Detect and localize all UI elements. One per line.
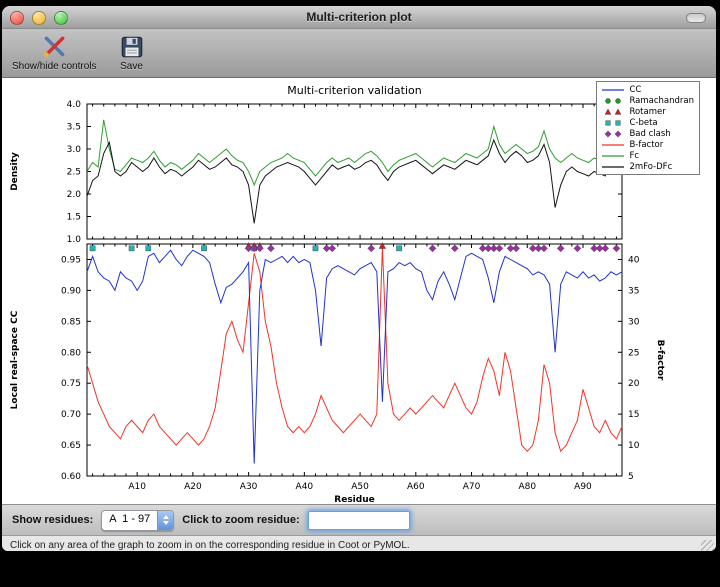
triangle-legend-icon: [605, 108, 622, 115]
svg-text:10: 10: [628, 441, 640, 451]
legend-label: Fc: [629, 150, 639, 161]
svg-text:3.0: 3.0: [67, 145, 82, 155]
minimize-button[interactable]: [32, 11, 46, 25]
diamond-legend-icon: [605, 130, 622, 137]
svg-text:0.75: 0.75: [61, 379, 81, 389]
svg-text:2.0: 2.0: [67, 190, 82, 200]
window: Multi-criterion plot Show/hide controls …: [2, 6, 716, 551]
svg-text:25: 25: [628, 348, 639, 358]
controls-bar: Show residues: A 1 - 97 Click to zoom re…: [2, 504, 716, 535]
legend-label: Bad clash: [629, 128, 671, 139]
svg-text:0.60: 0.60: [61, 472, 81, 482]
svg-text:4.0: 4.0: [67, 100, 82, 110]
svg-text:0.90: 0.90: [61, 286, 81, 296]
svg-text:A60: A60: [407, 482, 425, 492]
svg-text:15: 15: [628, 410, 639, 420]
traffic-lights: [10, 11, 76, 25]
svg-text:Multi-criterion validation: Multi-criterion validation: [287, 84, 422, 97]
toolbar: Show/hide controls Save: [2, 29, 716, 78]
stepper-arrows-icon: [157, 510, 174, 530]
legend-entry: Bad clash: [601, 128, 694, 139]
legend-label: Rotamer: [629, 106, 666, 117]
svg-text:2.5: 2.5: [67, 168, 81, 178]
square-legend-icon: [605, 119, 621, 126]
svg-text:B-factor: B-factor: [655, 340, 665, 381]
legend-entry: Rotamer: [601, 106, 694, 117]
legend-label: C-beta: [629, 117, 658, 128]
legend-entry: 2mFo-DFc: [601, 161, 694, 172]
line-legend-icon: [602, 88, 625, 91]
svg-text:5: 5: [628, 472, 634, 482]
tools-icon: [44, 36, 65, 57]
show-residues-label: Show residues:: [12, 514, 94, 526]
svg-text:Residue: Residue: [334, 495, 374, 504]
svg-text:Density: Density: [10, 152, 20, 191]
svg-text:A40: A40: [296, 482, 314, 492]
legend-entry: Ramachandran: [601, 95, 694, 106]
legend-entry: B-factor: [601, 139, 694, 150]
legend-entry: C-beta: [601, 117, 694, 128]
line-legend-icon: [602, 143, 625, 146]
legend-label: Ramachandran: [629, 95, 694, 106]
legend: CC Ramachandran Rotamer C-beta Bad clash B-fa…: [596, 81, 700, 175]
validation-plot[interactable]: Multi-criterion validation 1.0 1.5 2.0 2.5 3.…: [2, 78, 716, 504]
legend-label: B-factor: [629, 139, 664, 150]
svg-text:3.5: 3.5: [67, 123, 81, 133]
svg-text:0.70: 0.70: [61, 410, 81, 420]
legend-entry: Fc: [601, 150, 694, 161]
plot-area[interactable]: Multi-criterion validation 1.0 1.5 2.0 2.5 3.…: [2, 78, 716, 504]
zoom-residue-input[interactable]: [307, 510, 410, 530]
toolbar-toggle-button[interactable]: [686, 13, 706, 23]
svg-text:20: 20: [628, 379, 640, 389]
legend-label: CC: [629, 84, 642, 95]
svg-text:Local real-space CC: Local real-space CC: [10, 310, 20, 409]
circle-legend-icon: [605, 97, 622, 104]
svg-text:A20: A20: [184, 482, 202, 492]
svg-text:0.85: 0.85: [61, 317, 81, 327]
show-hide-controls-button[interactable]: Show/hide controls: [12, 34, 97, 72]
svg-text:0.95: 0.95: [61, 255, 81, 265]
status-text: Click on any area of the graph to zoom i…: [10, 540, 410, 551]
svg-text:A50: A50: [351, 482, 369, 492]
legend-label: 2mFo-DFc: [629, 161, 673, 172]
close-button[interactable]: [10, 11, 24, 25]
save-button[interactable]: Save: [119, 34, 145, 72]
titlebar[interactable]: Multi-criterion plot: [2, 6, 716, 29]
show-hide-controls-label: Show/hide controls: [12, 61, 97, 72]
svg-text:40: 40: [628, 255, 640, 265]
svg-text:A90: A90: [574, 482, 592, 492]
svg-text:30: 30: [628, 317, 640, 327]
line-legend-icon: [602, 165, 625, 168]
residue-range-value: A 1 - 97: [109, 512, 151, 525]
svg-text:1.5: 1.5: [67, 213, 81, 223]
resize-grip[interactable]: [701, 540, 714, 551]
svg-text:35: 35: [628, 286, 639, 296]
window-title: Multi-criterion plot: [306, 10, 412, 24]
svg-text:A10: A10: [128, 482, 146, 492]
zoom-window-button[interactable]: [54, 11, 68, 25]
svg-text:A80: A80: [518, 482, 536, 492]
save-icon: [121, 36, 142, 58]
svg-text:0.65: 0.65: [61, 441, 81, 451]
line-legend-icon: [602, 154, 625, 157]
zoom-residue-label: Click to zoom residue:: [182, 514, 300, 526]
svg-text:1.0: 1.0: [67, 235, 82, 245]
svg-text:0.80: 0.80: [61, 348, 81, 358]
save-label: Save: [120, 61, 143, 72]
status-bar: Click on any area of the graph to zoom i…: [2, 535, 716, 551]
svg-text:A30: A30: [240, 482, 258, 492]
svg-text:A70: A70: [463, 482, 481, 492]
legend-entry: CC: [601, 84, 694, 95]
residue-range-select[interactable]: A 1 - 97: [101, 509, 175, 531]
